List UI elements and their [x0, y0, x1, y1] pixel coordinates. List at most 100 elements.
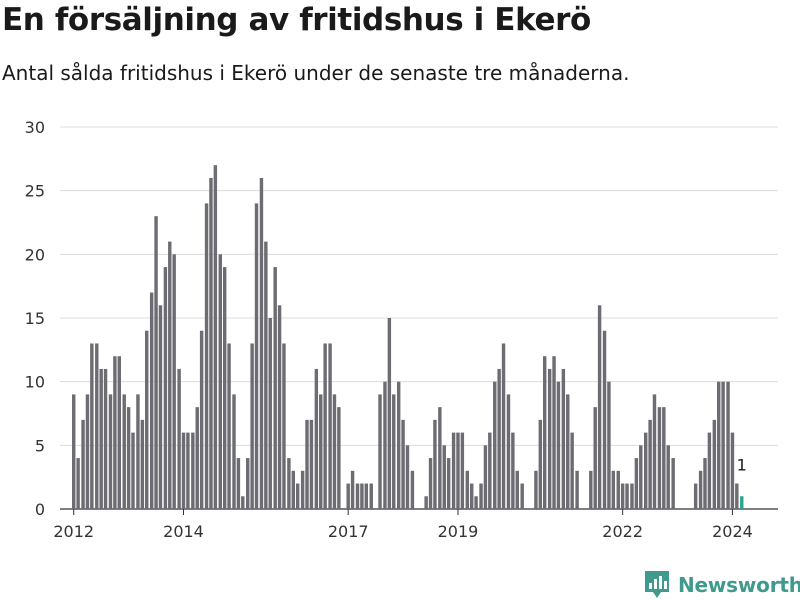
bar	[717, 381, 721, 509]
bar	[300, 470, 305, 509]
x-tick-label: 2014	[163, 522, 204, 541]
bar	[460, 432, 465, 509]
bar	[383, 381, 387, 509]
x-tick-label: 2017	[328, 522, 369, 541]
bar	[666, 445, 670, 509]
brand[interactable]: Newsworthy	[644, 570, 800, 600]
bar	[652, 394, 657, 509]
bar	[140, 419, 145, 509]
bar	[589, 470, 593, 509]
bar	[378, 394, 382, 509]
bar	[657, 407, 662, 509]
bar	[108, 394, 113, 509]
bar	[287, 458, 291, 509]
bar	[136, 394, 140, 509]
y-tick-label: 5	[35, 436, 45, 455]
bar	[493, 381, 497, 509]
bar	[442, 445, 446, 509]
bar	[117, 356, 121, 509]
bar	[172, 254, 176, 509]
bar	[740, 496, 744, 509]
bar	[319, 394, 323, 509]
bar	[643, 432, 648, 509]
x-tick-label: 2022	[602, 522, 643, 541]
bar	[168, 241, 172, 509]
bar	[428, 458, 433, 509]
bar	[99, 368, 103, 509]
x-axis: 2012 2014 2017 2019 2022 2024	[53, 509, 753, 541]
bar	[199, 330, 204, 509]
bar	[662, 407, 666, 509]
bar	[268, 318, 272, 509]
bar	[295, 483, 300, 509]
bar	[556, 381, 561, 509]
bar	[446, 458, 451, 509]
bar	[698, 470, 703, 509]
bar	[346, 483, 350, 509]
bar	[520, 483, 524, 509]
bar	[483, 445, 488, 509]
bar	[369, 483, 373, 509]
y-tick-label: 10	[25, 373, 45, 392]
bar	[387, 318, 392, 509]
bar	[730, 432, 735, 509]
bar	[474, 496, 478, 509]
bar	[241, 496, 245, 509]
bar	[76, 458, 80, 509]
bar	[707, 432, 712, 509]
bar	[259, 177, 264, 509]
bar	[469, 483, 474, 509]
bar	[186, 432, 190, 509]
gridlines	[60, 126, 778, 510]
y-tick-label: 30	[25, 118, 45, 137]
bar-chart: 0 5 10 15 20 25 30 2012 2014 2017 2019 2022 2024 1	[25, 118, 778, 541]
bar	[405, 445, 410, 509]
bar	[506, 394, 511, 509]
bar	[542, 356, 547, 509]
bar	[209, 177, 213, 509]
bar	[726, 381, 730, 509]
bar	[309, 419, 314, 509]
newsworthy-logo-icon	[645, 571, 669, 598]
bar	[204, 203, 209, 509]
bar	[222, 267, 227, 509]
x-tick-label: 2019	[438, 522, 479, 541]
y-axis: 0 5 10 15 20 25 30	[25, 118, 45, 519]
brand-name: Newsworthy	[678, 573, 800, 597]
bar	[181, 432, 186, 509]
bars	[72, 165, 744, 509]
bar	[693, 483, 698, 509]
bar	[515, 470, 519, 509]
bar	[488, 432, 492, 509]
chart-title: En försäljning av fritidshus i Ekerö	[2, 2, 591, 38]
bar	[639, 445, 643, 509]
bar	[561, 368, 566, 509]
bar	[625, 483, 629, 509]
bar	[126, 407, 131, 509]
bar	[305, 419, 309, 509]
bar	[607, 381, 611, 509]
bar	[328, 343, 332, 509]
x-tick-label: 2012	[53, 522, 94, 541]
bar	[712, 419, 717, 509]
bar	[227, 343, 231, 509]
bar	[337, 407, 341, 509]
bar	[246, 458, 250, 509]
bar	[154, 216, 158, 509]
bar	[552, 356, 556, 509]
bar	[703, 458, 707, 509]
bar	[332, 394, 337, 509]
bar	[273, 267, 277, 509]
bar	[424, 496, 428, 509]
bar	[277, 305, 282, 509]
bar	[616, 470, 620, 509]
bar	[195, 407, 199, 509]
bar	[85, 394, 90, 509]
bar	[620, 483, 625, 509]
bar	[213, 165, 218, 509]
bar	[254, 203, 259, 509]
data-label: 1	[737, 455, 747, 474]
bar	[350, 470, 355, 509]
bar	[264, 241, 268, 509]
bar	[122, 394, 126, 509]
